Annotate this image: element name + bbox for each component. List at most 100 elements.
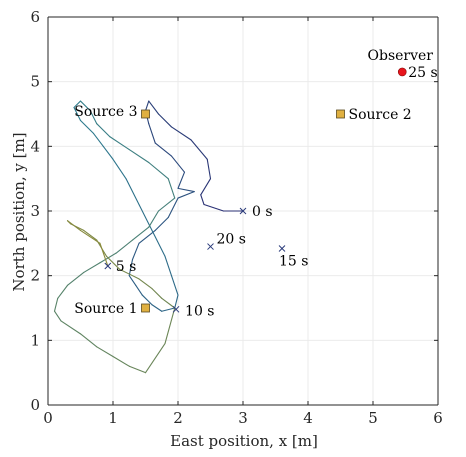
trajectory-segment (157, 113, 173, 128)
markers (104, 67, 407, 313)
axes: 0 1 2 3 4 5 6 0 1 2 3 4 5 6 (30, 8, 442, 427)
trajectory-segment (170, 126, 192, 141)
trajectory-segment (109, 136, 130, 151)
y-tick-label: 4 (30, 137, 40, 155)
trajectory-segment (105, 255, 121, 270)
trajectory-segment (164, 255, 173, 277)
source-label: Source 1 (74, 301, 137, 317)
trajectory-segment (138, 278, 153, 290)
trajectory-segment (128, 275, 137, 286)
trajectory-segment (148, 100, 160, 115)
trajectory-segment (128, 365, 147, 374)
trajectory-segment (144, 343, 166, 374)
trajectory-segment (83, 262, 101, 273)
trajectory-segment (79, 119, 95, 134)
trajectory-segment (96, 346, 114, 358)
x-axis-label: East position, x [m] (170, 432, 318, 450)
time-marker-label: 25 s (408, 65, 437, 81)
observer-marker (397, 67, 407, 77)
trajectory-segment (53, 310, 62, 322)
x-tick-label: 5 (368, 409, 378, 427)
trajectory-segment (79, 333, 98, 348)
trajectory-segment (151, 304, 163, 312)
y-tick-label: 1 (30, 331, 40, 349)
time-marker-cross (278, 245, 286, 252)
y-tick-label: 0 (30, 396, 40, 414)
trajectory-segment (144, 100, 150, 112)
y-tick-label: 6 (30, 8, 40, 26)
time-marker-label: 5 s (116, 259, 137, 275)
source-label: Source 3 (74, 104, 137, 120)
trajectory-segment (177, 171, 186, 189)
trajectory-segment (177, 187, 195, 193)
x-tick-label: 6 (433, 409, 443, 427)
trajectory-segment (66, 271, 85, 286)
trajectory-segment (170, 275, 179, 296)
trajectory-segment (157, 197, 176, 212)
trajectory-segment (125, 178, 140, 206)
trajectory-segment (83, 229, 98, 241)
trajectory-segment (151, 229, 166, 257)
trajectory-segment (115, 239, 134, 254)
trajectory-segment (112, 355, 130, 367)
trajectory-segment (92, 132, 104, 147)
time-marker-cross (172, 305, 180, 313)
trajectory-segment (131, 242, 140, 261)
trajectory-segment (200, 178, 212, 196)
trajectory-segment (206, 158, 212, 180)
source-label: Source 2 (349, 107, 412, 123)
trajectory-segment (161, 297, 176, 309)
trajectory-segment (118, 268, 140, 280)
trajectory-segment (57, 284, 69, 299)
time-marker-cross (104, 262, 112, 270)
trajectory-segment (167, 178, 176, 199)
y-axis-label: North position, y [m] (10, 132, 28, 291)
trajectory-segment (200, 194, 205, 206)
time-marker-label: 20 s (217, 232, 246, 248)
time-marker-label: 10 s (185, 303, 214, 319)
trajectory-segment (99, 242, 109, 267)
trajectory-paths (53, 100, 244, 374)
source-marker (141, 109, 150, 119)
source-marker (336, 109, 345, 119)
trajectory-segment (73, 106, 82, 122)
trajectory-segment (174, 294, 179, 309)
trajectory-segment (79, 100, 91, 112)
trajectory-segment (96, 123, 111, 138)
trajectory-segment (53, 297, 59, 312)
time-marker-cross (239, 207, 247, 215)
trajectory-segment (148, 123, 156, 144)
observer-label: Observer (368, 48, 434, 64)
trajectory-segment (131, 226, 150, 241)
trajectory-segment (60, 320, 82, 335)
time-marker-label: 15 s (279, 254, 308, 270)
x-tick-label: 1 (108, 409, 118, 427)
time-marker-cross (207, 243, 214, 250)
trajectory-segment (164, 307, 176, 345)
trajectory-segment (161, 307, 176, 312)
trajectory-segment (148, 161, 169, 180)
trajectory-segment (66, 220, 82, 231)
trajectory-segment (148, 210, 160, 228)
labels: 0 s 5 s 10 s 15 s 20 s 25 s Source 1 Source 2 So… (74, 48, 437, 319)
trajectory-segment (154, 142, 173, 157)
trajectory-segment (128, 258, 134, 277)
trajectory-segment (154, 216, 169, 231)
trajectory-segment (190, 139, 208, 160)
trajectory-segment (177, 191, 195, 199)
time-marker-label: 0 s (252, 204, 273, 220)
trajectory-segment (79, 229, 101, 244)
trajectory-segment (135, 284, 143, 296)
trajectory-segment (141, 294, 153, 306)
trajectory-segment (151, 288, 163, 299)
x-tick-label: 2 (173, 409, 183, 427)
y-tick-label: 2 (30, 267, 40, 285)
trajectory-segment (102, 145, 114, 160)
trajectory-segment (128, 149, 150, 164)
x-tick-label: 0 (43, 409, 53, 427)
trajectory-segment (167, 197, 179, 219)
trajectory-segment (73, 100, 82, 109)
trajectory-segment (170, 155, 186, 173)
